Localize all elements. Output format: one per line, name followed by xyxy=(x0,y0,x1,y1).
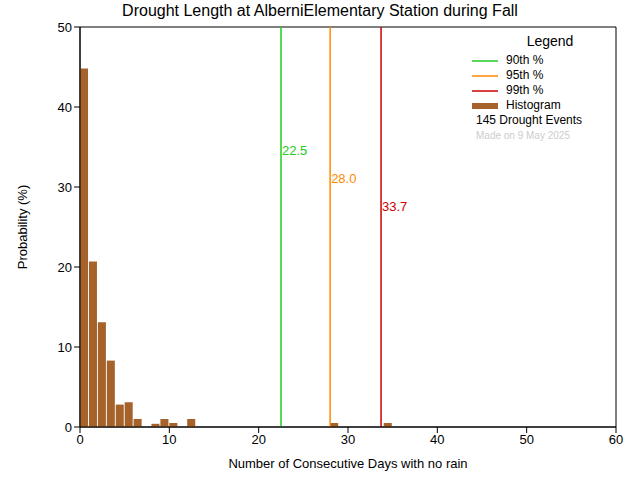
svg-text:0: 0 xyxy=(76,432,83,447)
svg-text:33.7: 33.7 xyxy=(382,199,407,214)
svg-text:0: 0 xyxy=(65,420,72,435)
svg-text:60: 60 xyxy=(609,432,623,447)
svg-text:30: 30 xyxy=(341,432,355,447)
svg-text:50: 50 xyxy=(58,20,72,35)
html-text:95th %: 95th % xyxy=(506,68,544,82)
svg-text:10: 10 xyxy=(162,432,176,447)
svg-text:22.5: 22.5 xyxy=(282,143,307,158)
svg-text:20: 20 xyxy=(58,260,72,275)
html-text:Legend: Legend xyxy=(526,33,574,49)
svg-text:50: 50 xyxy=(519,432,533,447)
svg-text:Probability (%): Probability (%) xyxy=(15,185,30,270)
svg-text:Number of Consecutive Days wit: Number of Consecutive Days with no rain xyxy=(228,456,467,471)
html-text:Made on 9 May 2025: Made on 9 May 2025 xyxy=(476,130,570,141)
svg-text:10: 10 xyxy=(58,340,72,355)
svg-text:40: 40 xyxy=(58,100,72,115)
svg-text:28.0: 28.0 xyxy=(331,171,356,186)
svg-text:20: 20 xyxy=(251,432,265,447)
html-text:99th %: 99th % xyxy=(506,83,544,97)
html-text:Drought Length at AlberniEleme: Drought Length at AlberniElementary Stat… xyxy=(122,2,518,19)
html-text:145 Drought Events: 145 Drought Events xyxy=(476,113,583,127)
svg-text:30: 30 xyxy=(58,180,72,195)
html-text:90th %: 90th % xyxy=(506,53,544,67)
svg-text:40: 40 xyxy=(430,432,444,447)
html-text:Histogram: Histogram xyxy=(506,98,561,112)
